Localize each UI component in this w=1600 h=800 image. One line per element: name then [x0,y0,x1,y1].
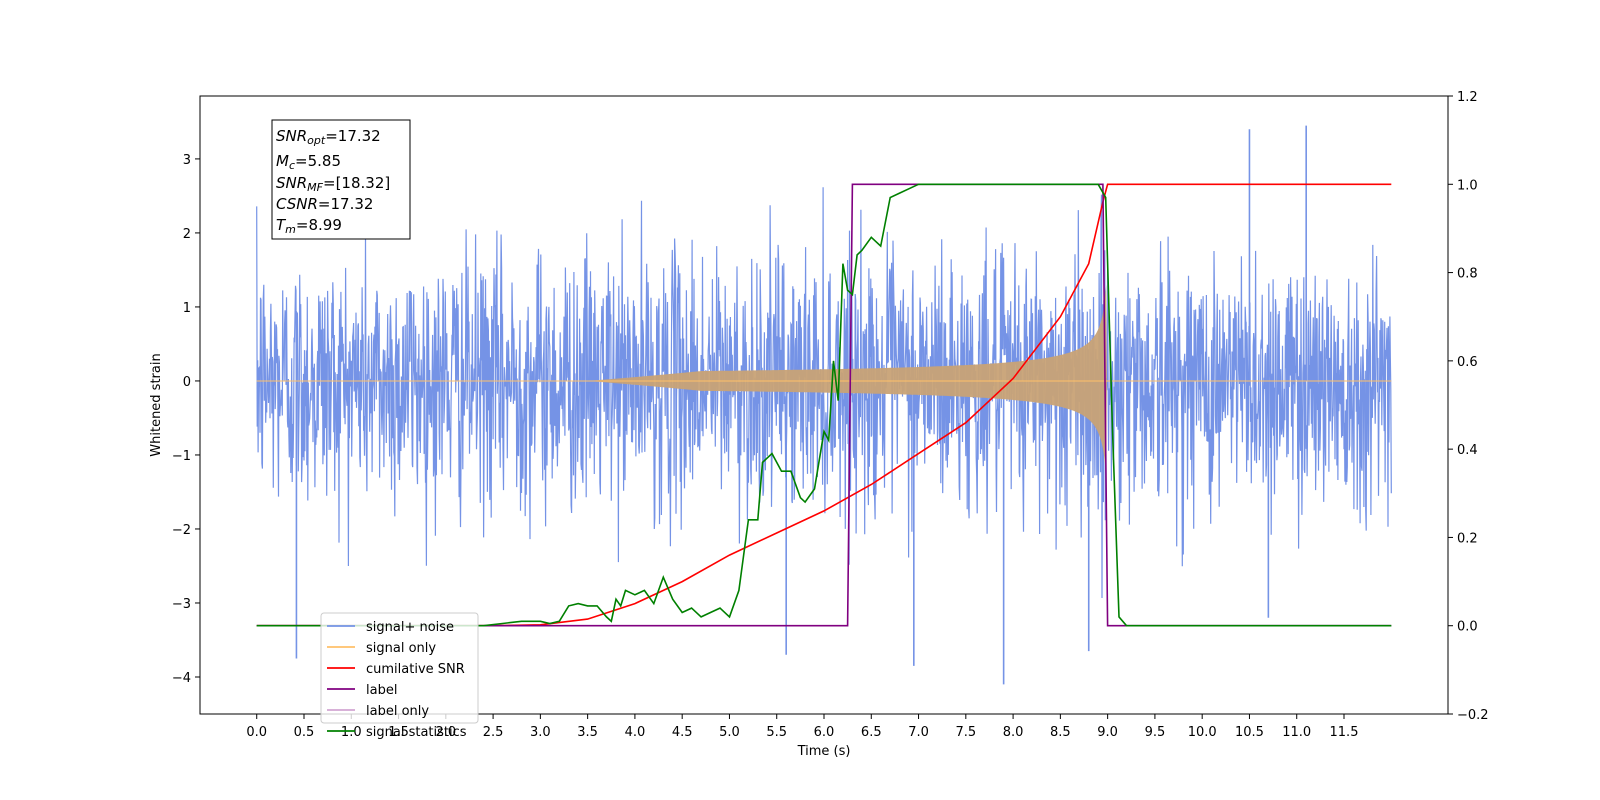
info-tm-main: T [276,216,287,234]
info-mc: Mc=5.85 [276,152,341,172]
legend-label: label only [366,704,429,719]
x-tick-label: 8.5 [1050,725,1071,740]
y-left-tick-label: 0 [183,375,191,390]
info-tm: Tm=8.99 [276,216,342,236]
x-tick-label: 10.5 [1235,725,1264,740]
x-tick-label: 9.5 [1145,725,1166,740]
info-snr-mf-main: SNR [276,174,307,192]
x-tick-label: 3.0 [530,725,551,740]
y-left-tick-label: −2 [172,523,191,538]
x-tick-label: 2.0 [435,725,456,740]
x-tick-label: 9.0 [1097,725,1118,740]
info-tm-val: =8.99 [296,216,342,234]
x-tick-label: 6.0 [814,725,835,740]
x-tick-label: 0.0 [246,725,267,740]
series-cumulative-snr [256,183,1392,627]
x-tick-label: 2.5 [483,725,504,740]
y-axis-right: 1.2 1.0 0.8 0.6 0.4 0.2 0.0 −0.2 [1448,90,1489,723]
info-tm-sub: m [285,223,296,236]
y-right-tick-label: 1.0 [1457,178,1478,193]
x-tick-label: 8.0 [1003,725,1024,740]
x-tick-label: 6.5 [861,725,882,740]
info-csnr-main: CSNR [276,195,318,213]
plot-layer [256,125,1392,685]
x-tick-label: 11.5 [1330,725,1359,740]
x-tick-label: 0.5 [294,725,315,740]
y-right-tick-label: 1.2 [1457,90,1478,105]
x-tick-label: 5.5 [766,725,787,740]
x-tick-label: 1.5 [388,725,409,740]
series-signal-statistics [256,183,1392,627]
y-left-tick-label: 2 [183,227,191,242]
legend-items: signal+ noise signal only cumilative SNR la… [327,620,467,740]
y-right-tick-label: 0.6 [1457,355,1478,370]
info-snr-opt-sub: opt [307,134,326,147]
legend-label: signal only [366,641,436,656]
x-tick-label: 4.5 [672,725,693,740]
legend: signal+ noise signal only cumilative SNR la… [320,612,479,740]
info-snr-mf-sub: MF [307,181,323,194]
x-tick-label: 11.0 [1282,725,1311,740]
legend-label: signal statistics [366,725,467,740]
y-left-tick-label: −3 [172,597,191,612]
x-tick-label: 7.5 [955,725,976,740]
legend-frame [320,612,479,724]
y-left-tick-label: 1 [183,301,191,316]
y-axis-left: 3 2 1 0 −1 −2 −3 −4 [172,153,200,686]
info-snr-opt-main: SNR [276,127,307,145]
y-axis-label-left: Whitened strain [149,353,164,456]
y-right-tick-label: 0.4 [1457,443,1478,458]
series-signal-noise [256,187,1392,599]
y-left-tick-label: 3 [183,153,191,168]
info-snr-mf-val: =[18.32] [323,174,390,192]
info-snr-opt-val: =17.32 [325,127,381,145]
x-axis-label: Time (s) [797,744,851,759]
x-tick-label: 5.0 [719,725,740,740]
x-tick-label: 10.0 [1188,725,1217,740]
info-mc-val: =5.85 [295,152,341,170]
y-right-tick-label: −0.2 [1457,708,1489,723]
y-right-tick-label: 0.8 [1457,267,1478,282]
legend-label: label [366,683,397,698]
info-csnr-val: =17.32 [318,195,374,213]
info-snr-mf: SNRMF=[18.32] [276,174,390,194]
info-mc-sub: c [289,159,295,172]
info-box: SNRopt=17.32 Mc=5.85 SNRMF=[18.32] CSNR=… [271,119,411,240]
legend-label: cumilative SNR [366,662,465,677]
info-snr-opt: SNRopt=17.32 [276,127,381,147]
info-box-frame [271,119,411,240]
x-tick-label: 7.0 [908,725,929,740]
y-left-tick-label: −4 [172,671,191,686]
x-tick-label: 1.0 [341,725,362,740]
info-mc-main: M [276,152,289,170]
y-left-tick-label: −1 [172,449,191,464]
y-right-tick-label: 0.2 [1457,531,1478,546]
legend-label: signal+ noise [366,620,454,635]
x-tick-label: 3.5 [577,725,598,740]
y-right-tick-label: 0.0 [1457,620,1478,635]
x-tick-label: 4.0 [625,725,646,740]
info-csnr: CSNR=17.32 [276,195,373,213]
